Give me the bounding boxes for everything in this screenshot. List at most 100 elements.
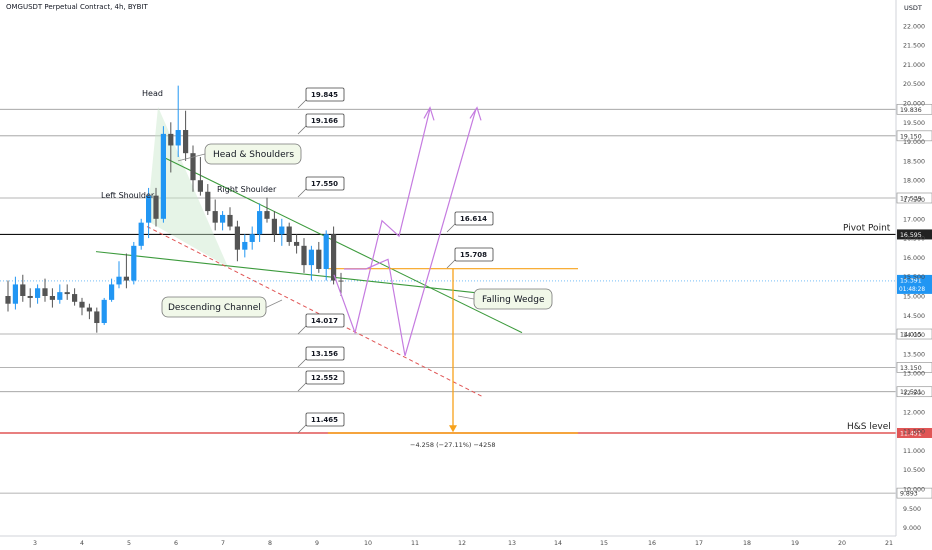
level-hs-callout: 11.465 [297, 412, 345, 434]
candle [116, 261, 122, 289]
price-tick-label: 14.500 [903, 313, 925, 320]
channel-bubble [161, 296, 267, 318]
candle-body [331, 234, 337, 281]
time-tick-label: 20 [838, 540, 846, 547]
candle [131, 241, 137, 285]
price-tick-label: 21.000 [903, 62, 925, 69]
level-pivot-callout-box [454, 211, 494, 226]
level-14015-callout-leader [297, 325, 307, 335]
price-tick-label: 20.000 [903, 101, 925, 108]
wedge-target-callout-box [454, 247, 494, 262]
annotations: 19.845 19.166 17.550 16.614 14.017 13.156 12.5… [101, 87, 553, 434]
time-tick-label: 14 [554, 540, 562, 547]
time-tick-label: 10 [364, 540, 372, 547]
level-12521-callout-leader [297, 382, 307, 392]
level-12521-axis-label: 12.521 [900, 389, 922, 396]
projection-arrow-2 [469, 106, 482, 121]
candle-body [160, 133, 166, 219]
candle [183, 110, 189, 161]
wedge-upper-line [162, 156, 523, 334]
candle [168, 122, 174, 173]
level-13150-axis-box [896, 362, 932, 373]
wedge-bubble-leader [457, 295, 475, 300]
level-19166-axis-box [896, 130, 932, 142]
level-17550-callout-box [305, 176, 345, 191]
level-19166-callout-leader [297, 125, 307, 135]
candle [138, 218, 144, 250]
candle-body [294, 241, 300, 246]
candle-body [190, 153, 196, 181]
level-9893-axis-box [896, 487, 932, 499]
level-19166-callout-box [305, 113, 345, 128]
level-13150-callout: 13.156 [297, 346, 345, 368]
price-tick-label: 16.000 [903, 255, 925, 262]
price-tick-label: 12.500 [903, 390, 925, 397]
wedge-target-callout: 15.708 [446, 247, 494, 269]
candle-body [197, 180, 203, 192]
candle [27, 288, 33, 308]
candle-body [234, 226, 240, 250]
candle-body [35, 288, 41, 298]
level-hs-callout-text: 11.465 [311, 416, 338, 424]
wedge-lower-line [95, 251, 489, 295]
level-12521-callout-text: 12.552 [311, 374, 338, 382]
level-hs-axis-label: 11.451 [900, 430, 922, 437]
time-tick-label: 16 [648, 540, 656, 547]
level-14015-callout: 14.017 [297, 313, 345, 335]
candle [35, 284, 41, 304]
level-19166-callout: 19.166 [297, 113, 345, 135]
candle-body [131, 245, 137, 281]
level-pivot-line-label: Pivot Point [843, 223, 891, 233]
candle [123, 253, 129, 289]
candle [42, 278, 48, 302]
level-14015-axis-label: 14.015 [900, 332, 922, 339]
candle-body [79, 301, 85, 308]
price-axis-unit: USDT [904, 4, 922, 12]
candle-body [286, 226, 292, 242]
wedge-bubble-text: Falling Wedge [482, 295, 545, 305]
candle [101, 297, 107, 325]
candle-body [323, 234, 329, 269]
level-19845-callout-text: 19.845 [311, 91, 338, 99]
candle [257, 203, 263, 242]
candle [301, 238, 307, 273]
price-tick-label: 11.000 [903, 448, 925, 455]
candle-body [257, 211, 263, 235]
price-tick-label: 17.000 [903, 216, 925, 223]
time-tick-label: 9 [315, 540, 319, 547]
time-tick-label: 17 [695, 540, 703, 547]
level-17550-callout-text: 17.550 [311, 180, 338, 188]
price-tick-label: 15.500 [903, 274, 925, 281]
candle [64, 284, 70, 300]
level-19166-callout-text: 19.166 [311, 117, 338, 125]
candle-body [49, 296, 55, 300]
level-13150-callout-text: 13.156 [311, 350, 338, 358]
level-13150-axis-label: 13.150 [900, 365, 922, 372]
candle-body [12, 284, 18, 304]
pattern-drawings: −4.258 (−27.11%) −4258 [95, 106, 578, 449]
candle [308, 245, 314, 281]
level-17550-callout-leader [297, 188, 307, 198]
level-19845-callout: 19.845 [297, 87, 345, 109]
measure-arrowhead [449, 425, 457, 433]
channel-bubble-text: Descending Channel [168, 303, 261, 313]
level-pivot-callout-text: 16.614 [460, 215, 487, 223]
candle [197, 157, 203, 196]
candle-body [116, 276, 122, 285]
time-tick-label: 15 [600, 540, 608, 547]
wedge-target-callout-text: 15.708 [460, 251, 487, 259]
candle-body [123, 276, 129, 281]
time-tick-label: 11 [411, 540, 419, 547]
candle-body [153, 195, 159, 219]
level-17550-axis-label: 17.539 [900, 195, 922, 202]
chart-title: OMGUSDT Perpetual Contract, 4h, BYBIT [6, 3, 148, 11]
time-tick-label: 4 [80, 540, 84, 547]
candle-body [264, 211, 270, 219]
candle [249, 226, 255, 250]
right-shoulder-label: Right Shoulder [217, 185, 277, 194]
candle [331, 226, 337, 285]
price-tick-label: 16.500 [903, 236, 925, 243]
price-tick-label: 11.500 [903, 429, 925, 436]
level-pivot-axis-label: 16.595 [900, 232, 922, 239]
